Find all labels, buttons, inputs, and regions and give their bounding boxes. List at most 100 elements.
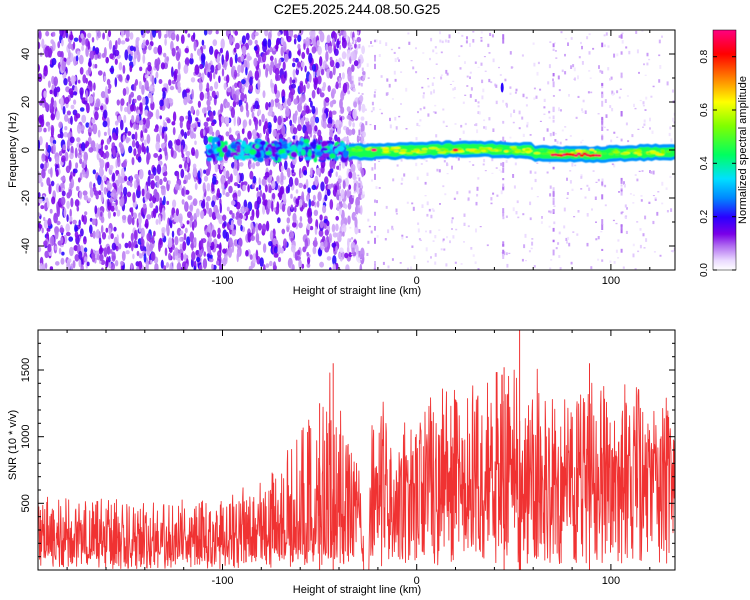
spectrogram-cell [225, 192, 230, 197]
spectrogram-cell [70, 197, 74, 208]
spectrogram-cell [601, 123, 604, 127]
spectrogram-cell [233, 182, 239, 187]
spectrogram-cell [123, 186, 128, 197]
spectrogram-cell [181, 188, 185, 196]
spectrogram-cell [167, 237, 173, 249]
spectrogram-cell [183, 253, 187, 262]
spectrogram-cell [367, 218, 370, 222]
spectrogram-cell [434, 261, 437, 265]
spectrogram-cell [416, 122, 419, 126]
spectrogram-cell [231, 152, 238, 156]
spectrogram-cell [234, 82, 238, 89]
spectrogram-cell [353, 182, 357, 193]
spectrogram-cell [306, 82, 310, 89]
spectrogram-cell [295, 189, 299, 194]
spectrogram-cell [595, 238, 598, 241]
x-tick-label: 0 [414, 575, 420, 587]
spectrogram-cell [120, 260, 124, 266]
spectrogram-cell [282, 143, 289, 149]
spectrogram-cell [63, 207, 67, 218]
spectrogram-cell [303, 138, 310, 144]
spectrogram-cell [199, 91, 204, 101]
spectrogram-cell [474, 99, 477, 102]
spectrogram-cell [42, 263, 46, 270]
spectrogram-cell [320, 147, 329, 151]
spectrogram-cell [267, 199, 271, 210]
spectrogram-cell [295, 198, 300, 205]
spectrogram-cell [184, 161, 187, 169]
spectrogram-cell [235, 211, 240, 218]
spectrogram-cell [280, 153, 288, 159]
spectrogram-cell [620, 189, 623, 192]
spectrogram-cell [247, 130, 252, 140]
spectrogram-cell [374, 63, 376, 70]
spectrogram-cell [129, 32, 134, 40]
spectrogram-cell [400, 103, 402, 105]
spectrogram-cell [327, 116, 333, 125]
spectrogram-cell [646, 62, 649, 66]
spectrogram-cell [345, 148, 353, 152]
spectrogram-cell [182, 156, 187, 162]
spectrogram-cell [184, 57, 190, 67]
spectrogram-cell [300, 149, 306, 156]
spectrogram-cell [303, 105, 307, 111]
spectrogram-cell [642, 104, 645, 107]
spectrogram-cell [301, 51, 306, 60]
spectrogram-cell [297, 249, 301, 256]
spectrogram-cell [605, 114, 608, 118]
spectrogram-cell [106, 161, 110, 169]
spectrogram-cell [483, 158, 486, 163]
spectrogram-cell [217, 62, 222, 71]
spectrogram-cell [65, 223, 70, 233]
spectrogram-cell [220, 115, 225, 124]
spectrogram-cell [626, 207, 628, 210]
spectrogram-cell [339, 247, 344, 253]
spectrogram-cell [648, 58, 651, 61]
spectrogram-cell [145, 192, 151, 200]
spectrogram-cell [129, 182, 133, 188]
spectrogram-cell [319, 56, 323, 67]
spectrogram-cell [314, 226, 318, 236]
spectrogram-cell [308, 52, 313, 64]
spectrogram-cell [324, 176, 329, 185]
spectrogram-cell [259, 189, 263, 198]
spectrogram-cell [518, 110, 521, 115]
spectrogram-cell [184, 227, 188, 234]
spectrogram-cell [607, 45, 610, 48]
spectrogram-cell [340, 106, 345, 114]
spectrogram-cell [595, 221, 597, 223]
spectrogram-cell [339, 115, 341, 118]
spectrogram-cell [353, 191, 356, 194]
spectrogram-cell [190, 105, 195, 114]
colorbar-ticks: 0.00.20.40.60.8 [699, 49, 736, 277]
spectrogram-cell [537, 61, 540, 65]
spectrogram-cell [343, 150, 349, 158]
spectrogram-cell [317, 191, 322, 202]
spectrogram-cell [73, 37, 79, 42]
spectrogram-cell [137, 109, 141, 114]
spectrogram-cell [358, 158, 361, 164]
spectrogram-cell [115, 40, 118, 50]
spectrogram-cell [68, 88, 74, 96]
spectrogram-cell [349, 226, 352, 229]
spectrogram-cell [52, 139, 57, 145]
spectrogram-cell [419, 239, 422, 241]
spectrogram-cell [79, 190, 83, 200]
spectrogram-cell [110, 205, 115, 212]
spectrogram-cell [502, 251, 505, 257]
spectrogram-cell [172, 111, 177, 122]
spectrogram-cell [292, 221, 297, 228]
spectrogram-cell [360, 83, 363, 87]
spectrogram-cell [294, 177, 299, 186]
spectrogram-cell [226, 74, 230, 84]
spectrogram-cell [638, 71, 640, 74]
spectrogram-cell [273, 115, 278, 123]
spectrogram-cell [286, 149, 290, 154]
spectrogram-cell [203, 251, 206, 257]
spectrogram-cell [38, 212, 41, 217]
spectrogram-cell [329, 129, 334, 138]
spectrogram-cell [554, 139, 557, 142]
spectrogram-cell [552, 78, 554, 82]
spectrogram-cell [552, 73, 555, 77]
spectrogram-cell [194, 149, 199, 159]
